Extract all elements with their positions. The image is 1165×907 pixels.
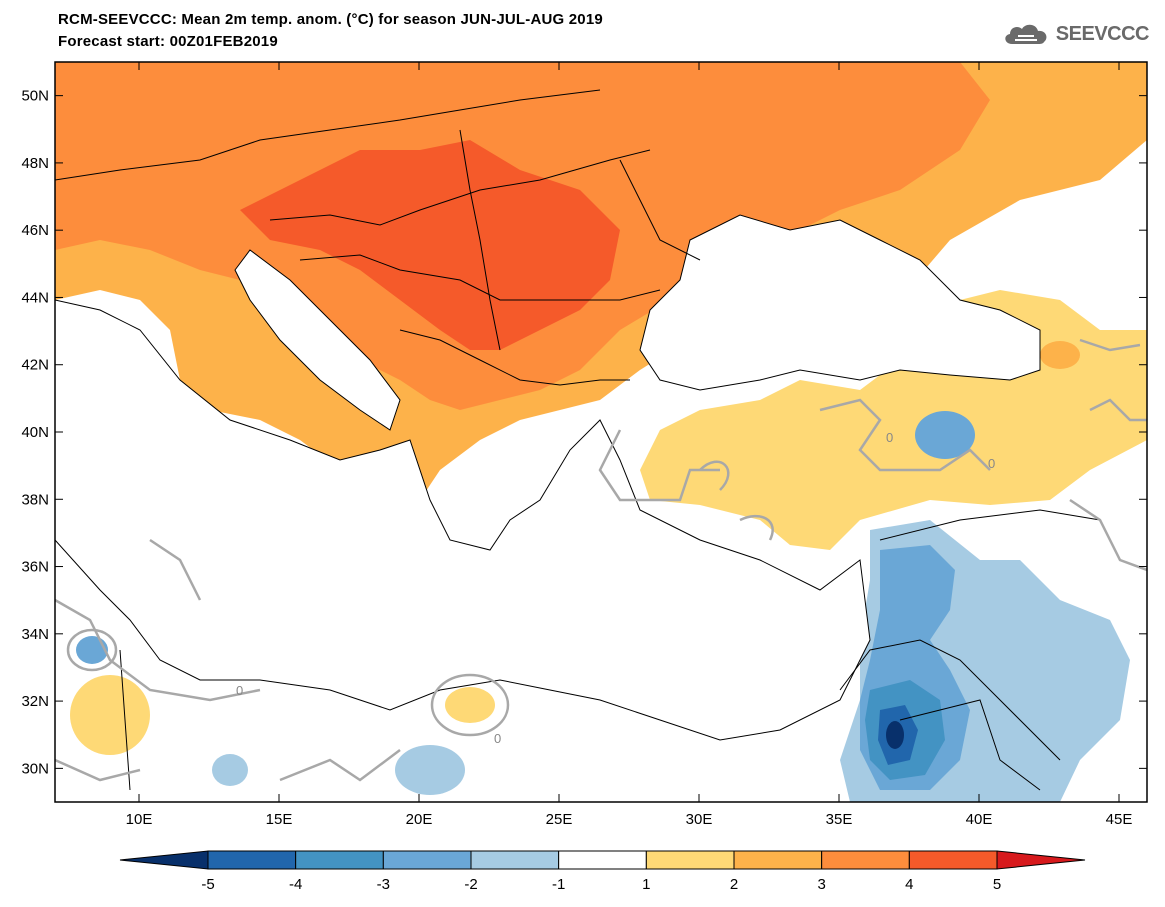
colorbar-swatch (558, 850, 647, 870)
colorbar-label: -2 (464, 876, 477, 893)
lon-tick-label: 30E (686, 811, 713, 828)
lat-tick-label: 48N (21, 155, 49, 172)
colorbar-swatch (821, 850, 910, 870)
anomaly-warm-blob (70, 675, 150, 755)
zero-contours (55, 338, 1147, 782)
lat-tick-label: 50N (21, 88, 49, 105)
lat-tick-label: 34N (21, 626, 49, 643)
country-borders (55, 89, 1101, 791)
anomaly-minus5-core (886, 721, 904, 749)
colorbar-swatch (382, 850, 472, 870)
lat-tick-label: 42N (21, 357, 49, 374)
lon-tick-label: 35E (826, 811, 853, 828)
colorbar-label: -1 (552, 876, 565, 893)
lon-tick-label: 45E (1106, 811, 1133, 828)
anomaly-4-5-region (240, 140, 620, 350)
mediterranean-sea (55, 299, 871, 741)
lon-tick-label: 10E (126, 811, 153, 828)
lat-tick-label: 40N (21, 424, 49, 441)
lat-tick-label: 30N (21, 760, 49, 777)
lon-tick-label: 25E (546, 811, 573, 828)
contour-label-zero: 0 (236, 683, 243, 698)
forecast-start-subtitle: Forecast start: 00Z01FEB2019 (58, 33, 278, 50)
lon-tick-label: 40E (966, 811, 993, 828)
colorbar-swatch (470, 850, 560, 870)
seevccc-logo: SEEVCCC (1000, 20, 1150, 48)
colorbar-swatch (908, 850, 998, 870)
lat-tick-label: 32N (21, 693, 49, 710)
contour-label-zero: 0 (988, 456, 995, 471)
map-title: RCM-SEEVCCC: Mean 2m temp. anom. (°C) fo… (58, 11, 603, 28)
logo-text: SEEVCCC (1055, 22, 1150, 45)
contour-label-zero: 0 (886, 430, 893, 445)
adriatic-sea (234, 249, 401, 431)
colorbar-label: 2 (730, 876, 738, 893)
anomaly-cool-blob (395, 745, 465, 795)
colorbar-label: 1 (642, 876, 650, 893)
black-sea (639, 214, 1041, 391)
anomaly-warm-blob (445, 687, 495, 723)
anomaly-warm-blob (1040, 341, 1080, 369)
colorbar-label: -5 (201, 876, 214, 893)
map-canvas: 0 0 0 0 (55, 62, 1147, 802)
cloud-icon (1005, 24, 1047, 44)
lon-tick-label: 20E (406, 811, 433, 828)
colorbar-swatch (645, 850, 735, 870)
colorbar-swatch (996, 850, 1086, 870)
colorbar-swatch (733, 850, 823, 870)
colorbar-label: 4 (905, 876, 913, 893)
lon-tick-label: 15E (266, 811, 293, 828)
colorbar-legend: -5 -4 -3 -2 -1 1 2 3 4 5 (119, 850, 1086, 893)
map-axes: 10E 15E 20E 25E 30E 35E 40E 45E 50N 48N 46N 44N 42N 4… (21, 62, 1147, 828)
lat-tick-label: 44N (21, 289, 49, 306)
lat-tick-label: 36N (21, 559, 49, 576)
contour-label-zero: 0 (494, 731, 501, 746)
anomaly-cool-blob (212, 754, 248, 786)
lat-tick-label: 46N (21, 222, 49, 239)
anomaly-cool-blob (915, 411, 975, 459)
colorbar-swatch (207, 850, 297, 870)
colorbar-label: -4 (289, 876, 302, 893)
colorbar-label: 3 (817, 876, 825, 893)
colorbar-swatch (119, 850, 209, 870)
anomaly-cool-blob (76, 636, 108, 664)
contour-labels: 0 0 0 0 (236, 430, 995, 746)
colorbar-label: 5 (993, 876, 1001, 893)
colorbar-swatch (295, 850, 384, 870)
lat-tick-label: 38N (21, 491, 49, 508)
colorbar-label: -3 (377, 876, 390, 893)
